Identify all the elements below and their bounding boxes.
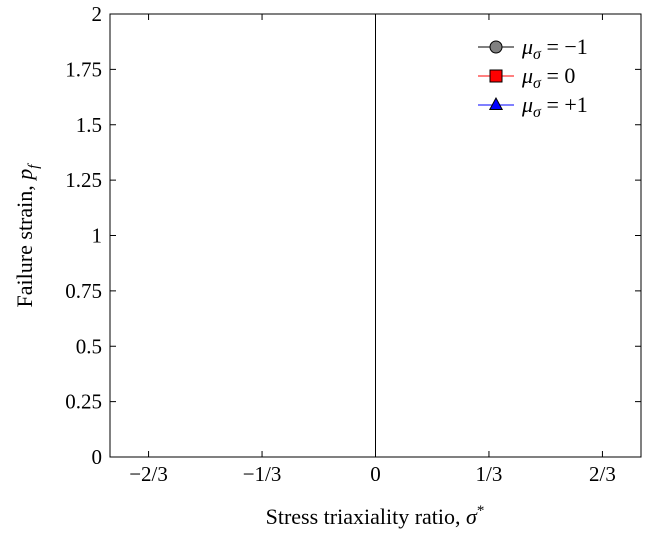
axes: −2/3 −1/3 0 1/3 2/3 0 0.25 0.5 0.75 1 1.25 1.5 1.75 2: [65, 2, 642, 486]
x-tick-label: 2/3: [589, 462, 616, 486]
y-tick-label: 0.75: [65, 279, 102, 303]
legend-entry-2: μσ = +1: [521, 92, 588, 121]
x-axis-title-sup: *: [477, 503, 485, 519]
legend: μσ = −1μσ = 0μσ = +1: [478, 34, 588, 121]
y-tick-label: 1.75: [65, 57, 102, 81]
y-tick-label: 1.25: [65, 168, 102, 192]
legend-sigma: σ: [533, 104, 542, 121]
legend-marker-2: [488, 96, 504, 110]
x-tick-label: 1/3: [476, 462, 503, 486]
legend-entry-1: μσ = 0: [521, 63, 575, 92]
x-tick-label: 0: [370, 462, 381, 486]
y-axis-title-symbol: p: [12, 169, 37, 182]
y-tick-label: 1.5: [76, 113, 102, 137]
legend-value: = +1: [541, 92, 588, 117]
y-axis-title: Failure strain, pf: [12, 163, 42, 308]
x-axis-title-symbol: σ: [466, 504, 478, 529]
y-tick-label: 0.5: [76, 334, 102, 358]
y-tick-label: 2: [92, 2, 103, 26]
legend-value: = −1: [541, 34, 588, 59]
legend-marker-1: [489, 69, 503, 83]
x-axis-title: Stress triaxiality ratio, σ*: [266, 503, 485, 529]
legend-mu: μ: [521, 34, 533, 59]
legend-value: = 0: [541, 63, 575, 88]
y-tick-label: 0.25: [65, 390, 102, 414]
legend-entry-0: μσ = −1: [521, 34, 588, 63]
y-axis-title-sub: f: [26, 163, 42, 169]
x-axis-title-text: Stress triaxiality ratio,: [266, 504, 466, 529]
x-tick-label: −1/3: [243, 462, 282, 486]
y-tick-label: 1: [92, 224, 103, 248]
legend-sigma: σ: [533, 46, 542, 63]
y-axis-title-text: Failure strain,: [12, 180, 37, 308]
legend-marker-0: [489, 40, 503, 54]
legend-mu: μ: [521, 92, 533, 117]
y-tick-label: 0: [92, 445, 103, 469]
legend-sigma: σ: [533, 75, 542, 92]
x-tick-label: −2/3: [129, 462, 168, 486]
legend-mu: μ: [521, 63, 533, 88]
